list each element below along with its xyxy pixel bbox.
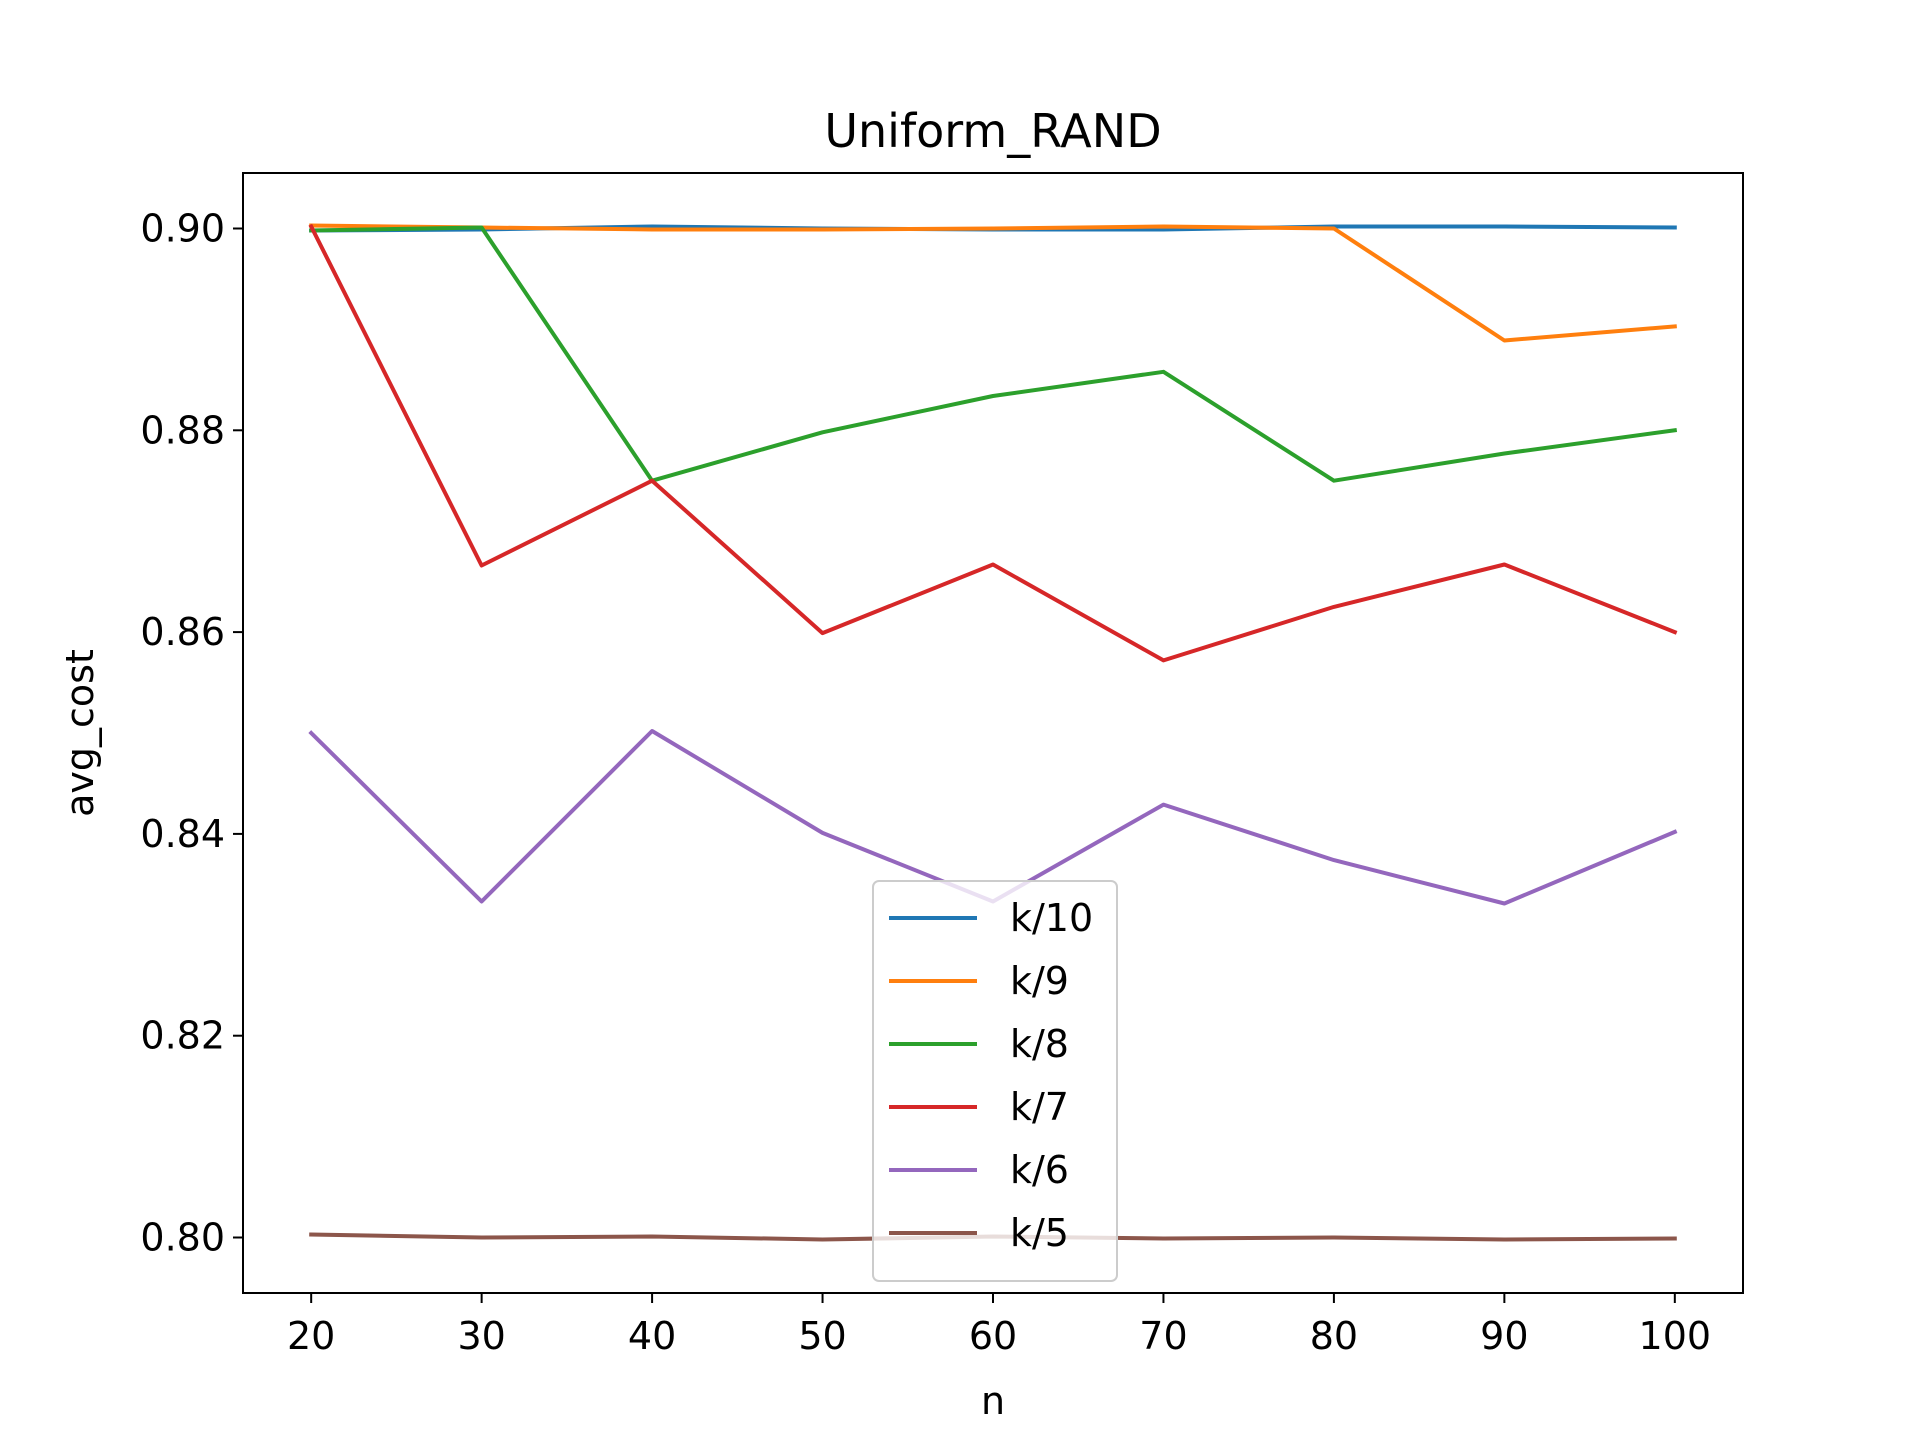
legend-label: k/6 (1010, 1148, 1069, 1192)
series-line-k-6 (308, 729, 1678, 906)
series-line-k-7 (308, 223, 1678, 663)
x-tick-label: 90 (1480, 1314, 1528, 1358)
x-tick-label: 40 (628, 1314, 676, 1358)
x-tick-label: 100 (1639, 1314, 1712, 1358)
legend-label: k/7 (1010, 1085, 1069, 1129)
x-tick-label: 20 (287, 1314, 335, 1358)
legend-label: k/10 (1010, 896, 1093, 940)
y-tick-label: 0.88 (140, 408, 225, 452)
legend-label: k/5 (1010, 1211, 1069, 1255)
series-line-k-8 (309, 225, 1678, 483)
legend-label: k/8 (1010, 1022, 1069, 1066)
y-tick-label: 0.86 (140, 610, 225, 654)
legend: k/10 k/9 k/8 k/7 k/6 k/5 (872, 880, 1118, 1282)
x-axis-label: n (981, 1379, 1005, 1423)
x-tick-label: 70 (1139, 1314, 1187, 1358)
x-tick-label: 50 (798, 1314, 846, 1358)
y-axis: 0.80 0.82 0.84 0.86 0.88 0.90 (140, 206, 243, 1260)
y-tick-label: 0.84 (140, 812, 225, 856)
legend-box (872, 880, 1118, 1282)
y-tick-label: 0.80 (140, 1216, 225, 1260)
legend-label: k/9 (1010, 959, 1069, 1003)
chart-title: Uniform_RAND (824, 104, 1161, 158)
x-tick-label: 30 (457, 1314, 505, 1358)
x-axis: 20 30 40 50 60 70 80 90 100 (287, 1293, 1711, 1358)
series-line-k-9 (309, 223, 1677, 343)
x-tick-label: 80 (1310, 1314, 1358, 1358)
x-tick-label: 60 (969, 1314, 1017, 1358)
y-tick-label: 0.90 (140, 206, 225, 250)
y-axis-label: avg_cost (58, 649, 102, 817)
y-tick-label: 0.82 (140, 1014, 225, 1058)
